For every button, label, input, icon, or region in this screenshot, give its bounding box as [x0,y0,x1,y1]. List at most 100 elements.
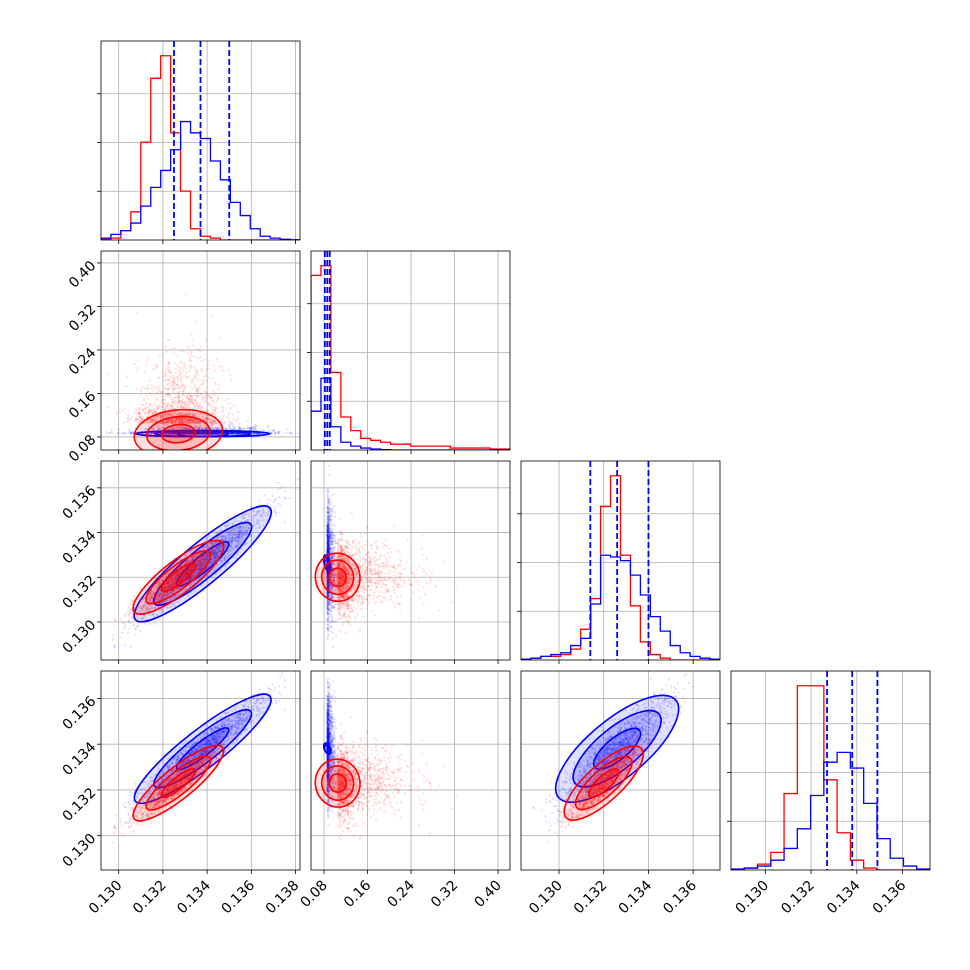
red-point [183,413,186,416]
red-point [203,390,206,393]
red-point [157,386,160,389]
blue-point [196,432,199,435]
red-point [199,345,203,348]
blue-point [163,432,166,435]
blue-point [171,431,174,434]
blue-point [81,432,83,434]
blue-point [233,426,236,429]
red-point [179,389,182,393]
red-point [169,375,172,378]
panel-frame [100,40,301,241]
blue-point [198,431,201,434]
blue-point [191,432,195,435]
blue-point [122,431,125,434]
blue-point [201,431,204,434]
blue-point [206,431,209,434]
red-point [172,387,175,391]
blue-point [212,432,215,435]
blue-point [145,427,148,430]
red-point [224,421,227,424]
blue-point [197,432,200,435]
red-point [137,408,140,412]
red-point [220,405,224,409]
blue-point [235,432,239,435]
blue-point [240,432,243,435]
blue-point [198,431,201,435]
red-point [182,384,186,387]
red-point [213,401,216,404]
blue-point [187,431,190,434]
red-point [202,417,205,421]
red-point [160,393,163,396]
red-point [178,386,181,389]
blue-point [203,432,206,435]
red-point [165,421,168,424]
blue-point [258,499,261,502]
red-point [149,392,152,395]
red-point [229,407,232,410]
blue-point [173,431,176,435]
blue-point [205,432,209,435]
blue-point [216,432,219,435]
blue-point [212,432,216,435]
red-point [198,421,202,424]
blue-point [153,622,157,625]
blue-point [204,431,207,434]
blue-point [185,432,188,435]
blue-point [122,622,125,625]
blue-point [238,422,241,425]
red-point [214,422,217,425]
red-point [164,379,168,382]
red-point [147,410,150,413]
red-point [177,417,181,420]
red-point [188,414,191,417]
red-point [195,418,198,422]
blue-point [203,431,206,434]
red-point [217,384,220,387]
gridlines [101,41,300,240]
red-point [175,375,179,378]
blue-point [173,432,176,435]
red-point [196,401,199,404]
red-point [236,417,239,420]
blue-point [174,432,177,435]
blue-point [174,431,177,434]
red-point [163,386,166,390]
red-point [189,394,192,398]
blue-point [197,432,200,435]
red-point [169,412,172,415]
red-point [171,399,174,402]
blue-point [244,427,247,430]
blue-point [188,427,192,431]
blue-point [214,432,217,435]
blue-point [180,425,184,428]
blue-point [191,432,195,435]
red-point [204,417,207,420]
red-point [135,387,138,390]
blue-point [169,432,172,435]
red-point [184,416,187,420]
blue-point [218,432,221,435]
blue-point [183,427,186,430]
red-point [215,357,219,361]
blue-point [186,432,189,435]
blue-point [279,504,282,507]
red-point [190,350,193,353]
blue-point [214,432,217,435]
red-point [150,412,153,415]
blue-point [200,431,203,434]
blue-point [255,428,258,431]
blue-point [254,432,257,435]
blue-point [151,431,154,435]
red-point [154,387,157,390]
blue-point [183,432,186,435]
blue-point [239,428,243,431]
blue-point [188,432,192,435]
blue-point [285,428,288,431]
red-point [174,371,178,374]
red-point [178,598,182,601]
blue-point [205,431,208,434]
blue-point [196,431,199,434]
blue-point [195,427,198,430]
blue-point [127,432,130,435]
